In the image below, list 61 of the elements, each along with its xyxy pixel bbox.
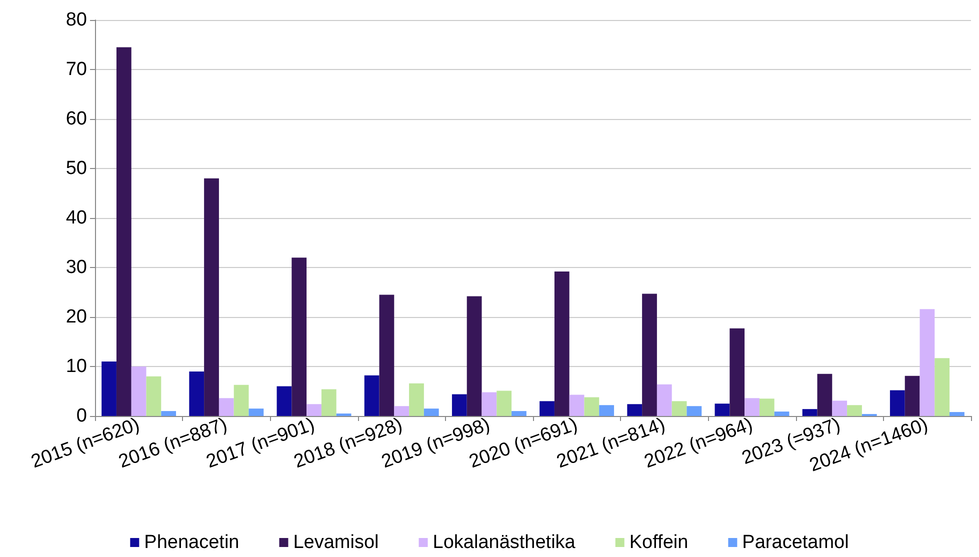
bar — [802, 409, 818, 416]
bar — [102, 362, 116, 416]
bar — [409, 383, 424, 416]
legend-label: Phenacetin — [144, 532, 240, 553]
bar — [306, 404, 322, 416]
bar — [904, 376, 920, 416]
y-tick-label: 20 — [66, 306, 87, 328]
bar — [466, 296, 482, 416]
bar — [161, 411, 176, 416]
bar — [832, 400, 848, 416]
bar — [672, 401, 687, 416]
legend-label: Lokalanästhetika — [432, 532, 576, 553]
bar — [656, 384, 672, 416]
bar — [512, 411, 526, 416]
bar — [714, 404, 730, 416]
y-tick-label: 10 — [66, 356, 87, 377]
bar — [569, 394, 584, 416]
bar — [452, 394, 467, 416]
bar — [482, 392, 497, 416]
bar — [627, 404, 642, 416]
bar — [218, 398, 234, 416]
bar — [146, 376, 162, 416]
y-tick-label: 70 — [66, 59, 87, 80]
bar — [204, 178, 219, 416]
bar — [364, 375, 380, 416]
bar — [276, 386, 292, 416]
bar — [540, 401, 554, 416]
bar — [424, 408, 439, 416]
legend-label: Koffein — [629, 532, 688, 553]
bar — [554, 271, 570, 416]
bar — [774, 412, 790, 416]
bar — [248, 408, 264, 416]
y-tick-label: 40 — [66, 208, 87, 228]
bar — [890, 390, 905, 416]
y-tick-label: 50 — [66, 158, 87, 179]
y-tick-label: 80 — [66, 10, 87, 30]
bar — [584, 397, 600, 416]
bar — [234, 384, 249, 416]
bar — [744, 398, 760, 416]
y-tick-label: 30 — [66, 257, 87, 278]
bar — [496, 390, 512, 416]
bar — [759, 398, 774, 416]
bar — [321, 389, 336, 416]
bar — [131, 366, 146, 416]
y-tick-label: 60 — [66, 108, 87, 130]
bar — [920, 309, 935, 416]
bar — [934, 358, 950, 416]
bar — [599, 405, 614, 416]
legend-label: Paracetamol — [742, 532, 849, 553]
bar — [116, 47, 132, 416]
legend-label: Levamisol — [293, 532, 379, 553]
bar — [730, 328, 745, 416]
bar — [292, 258, 307, 416]
bar — [394, 406, 410, 416]
bar — [189, 371, 204, 416]
bar — [847, 405, 862, 416]
bar — [686, 406, 702, 416]
bar — [379, 294, 394, 416]
bar — [950, 412, 964, 416]
bar — [817, 374, 832, 416]
bar — [642, 294, 657, 416]
